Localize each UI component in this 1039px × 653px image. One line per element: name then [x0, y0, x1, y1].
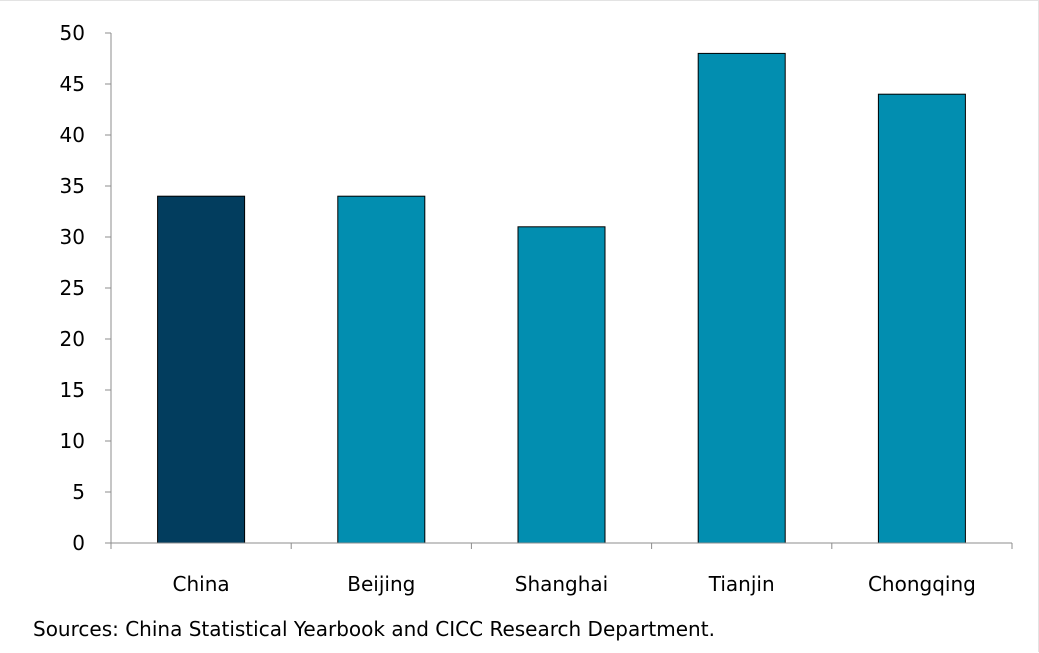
bar-beijing	[337, 195, 426, 544]
bar-tianjin	[697, 52, 786, 544]
bar-shanghai	[517, 226, 606, 544]
y-tick-label: 40	[60, 123, 85, 147]
x-tick-label: China	[173, 572, 230, 596]
y-tick-label: 20	[60, 327, 85, 351]
source-note: Sources: China Statistical Yearbook and …	[33, 617, 715, 641]
y-tick-label: 35	[60, 174, 85, 198]
y-tick-label: 30	[60, 225, 85, 249]
y-tick-label: 0	[72, 531, 85, 555]
x-tick-label: Chongqing	[868, 572, 976, 596]
y-tick-label: 25	[60, 276, 85, 300]
x-tick-label: Shanghai	[515, 572, 609, 596]
bar-china	[157, 195, 246, 544]
x-tick-label: Tianjin	[708, 572, 775, 596]
y-tick-label: 15	[60, 378, 85, 402]
bar-chongqing	[877, 93, 966, 544]
y-tick-label: 50	[60, 21, 85, 45]
x-tick-label: Beijing	[347, 572, 415, 596]
y-tick-label: 45	[60, 72, 85, 96]
y-tick-label: 10	[60, 429, 85, 453]
y-tick-label: 5	[72, 480, 85, 504]
